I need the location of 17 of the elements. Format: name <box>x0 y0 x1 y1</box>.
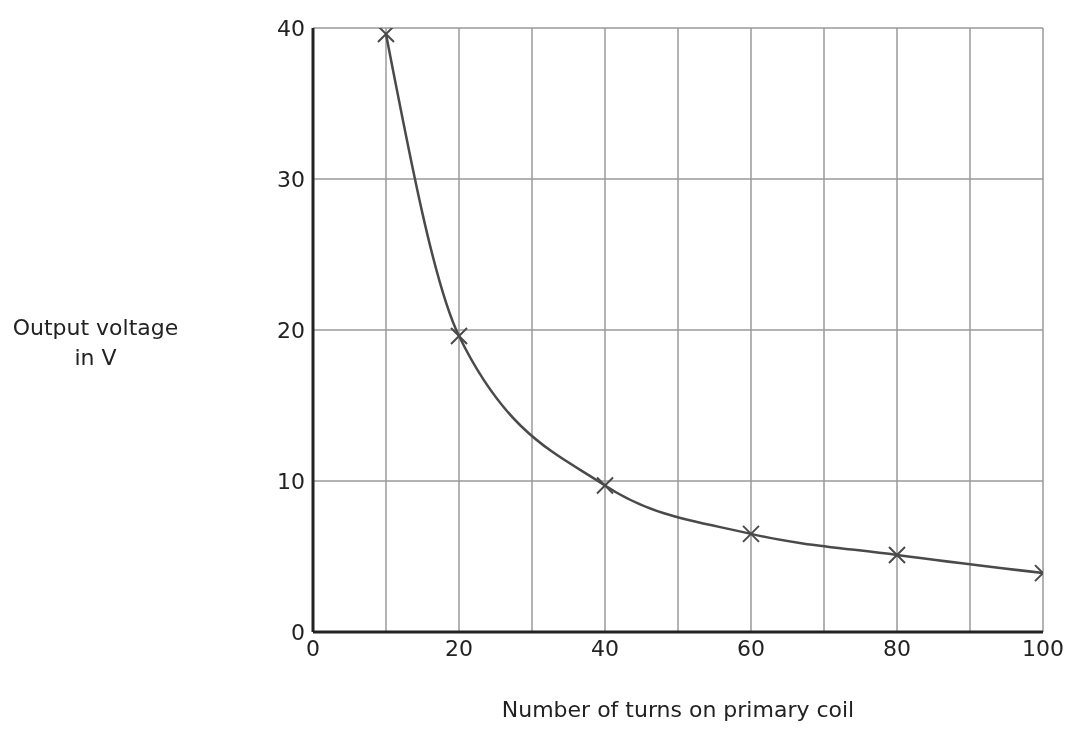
y-axis-title: Output voltage in V <box>11 314 180 372</box>
point <box>377 28 395 44</box>
x-tick-label: 20 <box>445 635 473 661</box>
point <box>888 545 906 564</box>
y-tick-label: 20 <box>277 317 305 343</box>
point <box>742 524 760 543</box>
y-tick-label: 10 <box>277 468 305 494</box>
y-tick-label: 30 <box>277 166 305 192</box>
point <box>596 476 614 495</box>
x-tick-label: 100 <box>1022 635 1064 661</box>
x-axis-title: Number of turns on primary coil <box>501 697 855 722</box>
y-tick-label: 40 <box>277 15 305 41</box>
x-tick-label: 80 <box>883 635 911 661</box>
point <box>450 327 468 346</box>
x-tick-label: 60 <box>737 635 765 661</box>
y-tick-label: 0 <box>291 619 305 645</box>
x-tick-label: 40 <box>591 635 619 661</box>
